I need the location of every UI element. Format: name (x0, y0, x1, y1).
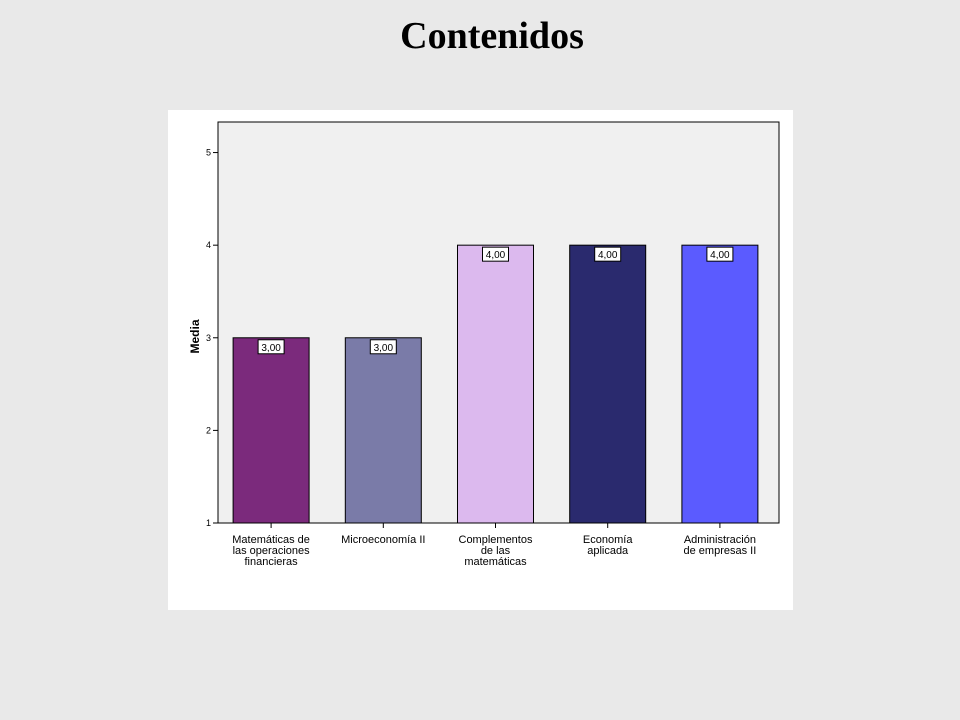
x-tick-label: Complementos de las matemáticas (459, 534, 533, 568)
bar (232, 337, 310, 524)
bar (569, 244, 647, 524)
y-tick-label: 5 (206, 148, 211, 158)
x-tick-label: Matemáticas de las operaciones financieras (232, 534, 310, 568)
y-tick-label: 3 (206, 333, 211, 343)
chart-panel: 1 2 3 4 5 Media 3,00 Matemáticas de las operacio… (168, 110, 793, 610)
data-label: 4,00 (486, 250, 506, 261)
y-tick-label: 2 (206, 425, 211, 435)
bar (344, 337, 422, 524)
bar-chart: 1 2 3 4 5 Media 3,00 Matemáticas de las operacio… (188, 121, 780, 568)
x-tick-label: Economía aplicada (583, 534, 633, 557)
bar (457, 244, 534, 524)
data-label-box (594, 246, 622, 262)
bar (681, 244, 759, 524)
data-label: 4,00 (710, 250, 730, 261)
x-tick-label: Administración de empresas II (684, 534, 757, 557)
data-label: 4,00 (598, 250, 618, 261)
data-label-box (257, 339, 285, 355)
x-tick-label: Microeconomía II (341, 534, 425, 546)
data-label-box (482, 246, 509, 262)
data-label-box (706, 246, 734, 262)
slide-title: Contenidos (400, 15, 584, 57)
y-axis-label: Media (188, 319, 202, 353)
y-tick-label: 1 (206, 518, 211, 528)
data-label-box (369, 339, 397, 355)
y-tick-label: 4 (206, 240, 211, 250)
data-label: 3,00 (374, 343, 394, 354)
data-label: 3,00 (261, 343, 281, 354)
